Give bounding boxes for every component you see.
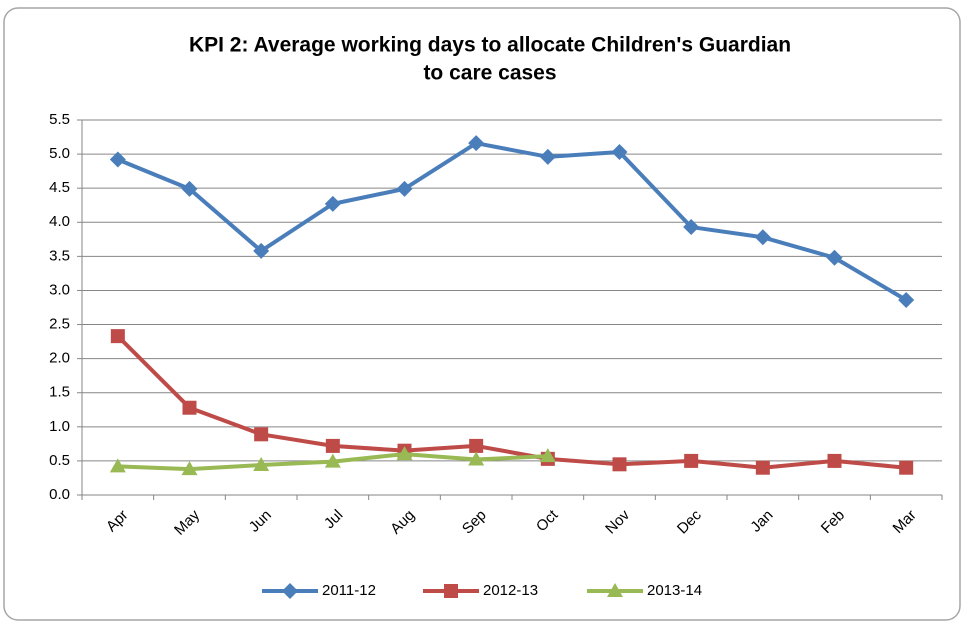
marker [468,451,485,466]
legend-label: 2011-12 [322,582,376,599]
marker [324,453,341,468]
y-tick-label: 1.5 [49,384,70,401]
marker [898,292,915,308]
y-tick-label: 5.5 [49,111,70,128]
marker [612,457,627,472]
marker [109,151,126,168]
y-tick-label: 3.0 [49,281,70,298]
marker [755,460,770,475]
marker [468,135,485,152]
series-line [116,334,907,470]
marker [684,453,699,468]
marker [396,180,413,197]
marker [110,329,125,344]
marker [182,400,197,415]
marker [899,460,914,475]
marker [396,446,413,461]
y-tick-label: 3.5 [49,247,70,264]
legend-label: 2012-13 [483,582,538,599]
marker [444,584,458,598]
marker [826,249,843,266]
series-line [117,141,908,302]
y-tick-label: 5.0 [49,145,70,162]
y-tick-label: 4.5 [49,179,70,196]
marker [325,438,340,453]
marker [181,461,198,476]
marker [469,438,484,453]
marker [539,148,556,165]
y-tick-label: 1.0 [49,418,70,435]
marker [324,195,341,212]
marker [253,457,270,471]
marker [253,242,270,259]
marker [282,583,298,599]
marker [539,448,556,463]
marker [754,229,771,246]
marker [254,427,269,442]
y-tick-label: 2.5 [49,316,70,333]
marker [607,583,623,597]
y-tick-label: 0.0 [49,486,70,503]
y-tick-label: 0.5 [49,452,70,469]
chart-frame [3,7,961,621]
chart-title: to care cases [423,62,556,85]
y-tick-label: 2.0 [49,350,70,367]
chart-title: KPI 2: Average working days to allocate … [189,34,791,57]
legend-label: 2013-14 [647,582,702,599]
marker [827,453,842,468]
marker [109,458,126,473]
y-tick-label: 4.0 [49,213,70,230]
marker [683,219,700,236]
marker [181,180,198,197]
marker [611,144,628,161]
